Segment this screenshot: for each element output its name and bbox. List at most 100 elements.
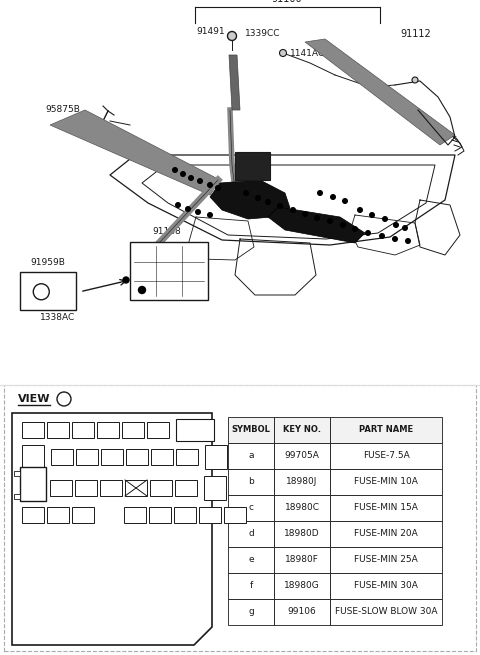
Bar [228,417,274,443]
Circle shape [57,392,71,406]
Bar [330,469,442,495]
Text: 18980G: 18980G [284,582,320,591]
Circle shape [176,202,180,207]
Bar [330,495,442,521]
Bar [47,422,69,438]
Text: PART NAME: PART NAME [359,426,413,434]
Bar [101,449,123,465]
Text: 18980D: 18980D [284,529,320,538]
Bar [175,480,197,496]
Circle shape [256,196,260,200]
Circle shape [33,284,49,300]
Bar [228,547,274,573]
Bar [330,573,442,599]
Circle shape [331,195,336,199]
Bar [330,443,442,469]
Text: 91100: 91100 [272,0,302,4]
Polygon shape [268,207,365,243]
Circle shape [208,183,212,187]
Circle shape [403,226,408,231]
Circle shape [196,210,200,214]
Text: c: c [108,483,113,493]
Bar [126,449,148,465]
Circle shape [228,31,237,41]
Bar [330,547,442,573]
Circle shape [406,238,410,243]
Bar [199,507,221,523]
Text: b: b [80,426,86,434]
Text: a: a [59,483,63,493]
Text: a: a [84,453,90,462]
Circle shape [343,198,348,203]
Circle shape [366,231,370,235]
Text: 18980C: 18980C [285,504,320,512]
Text: a: a [157,510,163,519]
Polygon shape [210,180,290,219]
Bar [174,507,196,523]
Circle shape [266,200,270,204]
Text: 18980J: 18980J [286,477,318,487]
Text: d: d [159,453,165,462]
Polygon shape [305,39,455,145]
Bar [274,521,330,547]
Bar [274,495,330,521]
Bar [72,507,94,523]
Bar [22,445,44,469]
Text: KEY NO.: KEY NO. [283,426,321,434]
Bar [20,272,76,310]
Text: a: a [55,426,60,434]
Text: 91112: 91112 [400,29,431,39]
Text: FUSE-MIN 15A: FUSE-MIN 15A [354,504,418,512]
Text: a: a [60,453,65,462]
Text: FUSE-MIN 20A: FUSE-MIN 20A [354,529,418,538]
Text: FUSE-MIN 30A: FUSE-MIN 30A [354,582,418,591]
Circle shape [353,227,357,231]
Circle shape [208,213,212,217]
Text: a: a [156,426,161,434]
Circle shape [189,176,193,180]
Text: 99705A: 99705A [285,451,319,460]
Bar [176,419,214,441]
Circle shape [380,234,384,238]
Text: c: c [249,504,253,512]
Bar [97,422,119,438]
Text: a: a [248,451,254,460]
Circle shape [383,217,387,221]
Circle shape [186,207,190,212]
Text: 95875B: 95875B [45,105,80,115]
Bar [147,422,169,438]
Circle shape [278,204,282,208]
Text: 1338AC: 1338AC [40,314,76,322]
Text: a: a [30,510,36,519]
Circle shape [370,213,374,217]
Bar [14,494,20,499]
Bar [22,422,44,438]
Polygon shape [50,110,220,195]
Circle shape [393,236,397,241]
Text: 91188: 91188 [153,227,181,236]
Bar [100,480,122,496]
Bar [330,599,442,625]
Circle shape [198,179,202,183]
Circle shape [123,277,129,283]
Text: c: c [31,426,36,434]
Text: c: c [84,483,88,493]
Text: f: f [250,582,252,591]
Bar [228,573,274,599]
Text: a: a [81,510,85,519]
Text: c: c [233,510,237,519]
Bar [274,417,330,443]
Circle shape [244,191,248,195]
Circle shape [279,50,287,56]
Bar [4,385,476,651]
Text: b: b [130,426,136,434]
Bar [151,449,173,465]
Circle shape [315,215,319,220]
Circle shape [216,186,220,191]
Text: A: A [38,288,45,296]
Text: FUSE-SLOW BLOW 30A: FUSE-SLOW BLOW 30A [335,607,437,616]
Bar [50,480,72,496]
Text: FUSE-MIN 25A: FUSE-MIN 25A [354,555,418,565]
Bar [130,242,208,300]
Bar [235,152,270,180]
